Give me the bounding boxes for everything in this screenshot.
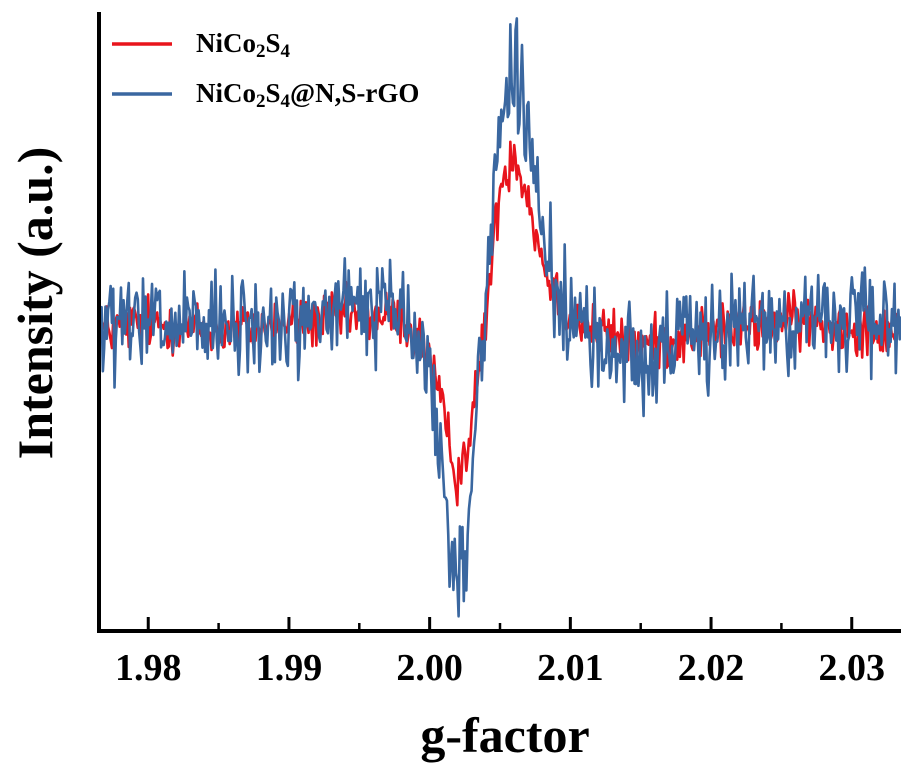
x-tick-label: 1.98 [115,647,182,689]
legend: NiCo2S4 NiCo2S4@N,S-rGO [112,28,419,112]
x-ticks: 1.98 1.99 2.00 2.01 2.02 2.03 [115,617,885,689]
x-tick-label: 2.03 [819,647,886,689]
x-tick-label: 2.00 [396,647,463,689]
y-axis-title: Intensity (a.u.) [7,147,63,460]
legend-label: NiCo2S4@N,S-rGO [196,78,419,112]
x-tick-label: 1.99 [256,647,323,689]
legend-label: NiCo2S4 [196,28,291,62]
x-tick-label: 2.02 [678,647,745,689]
series-line-nico2s4-n-s-rgo [97,17,901,618]
x-tick-label: 2.01 [537,647,604,689]
x-axis-title: g-factor [420,707,589,763]
series-layer [97,17,901,618]
